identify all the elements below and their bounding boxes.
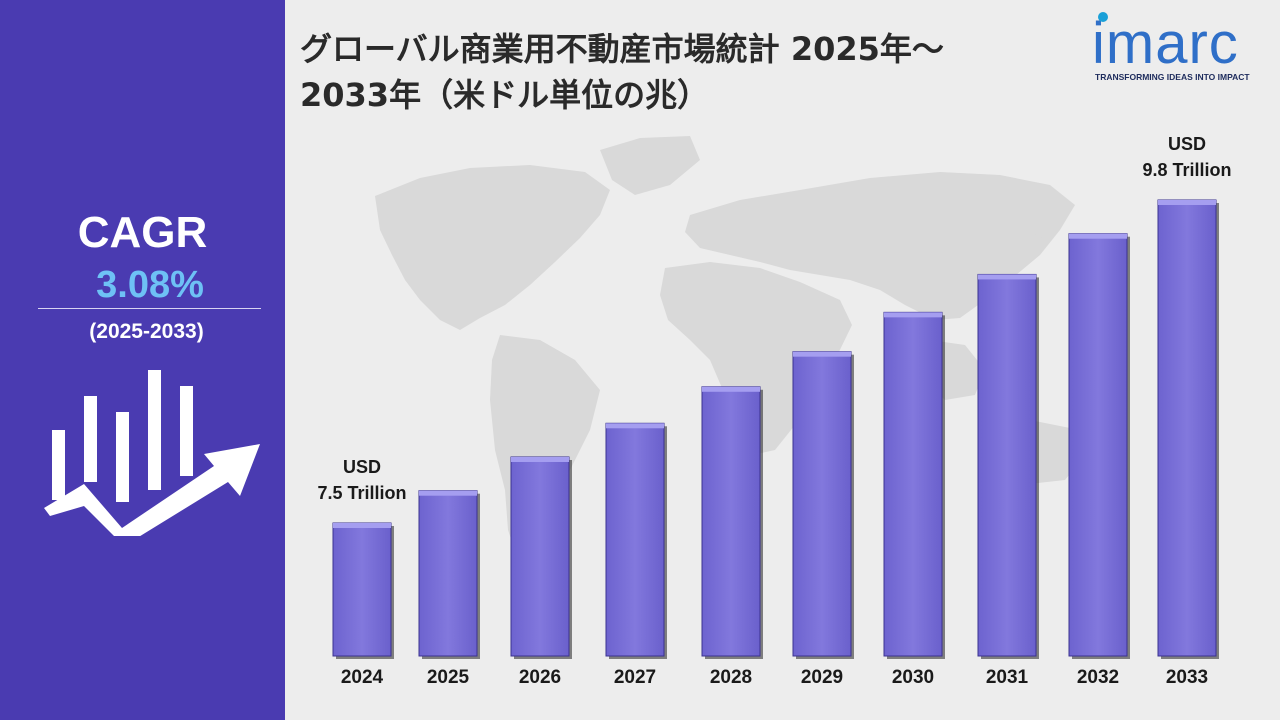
data-label-2024: USD 7.5 Trillion — [317, 457, 406, 503]
bar-2032 — [1068, 233, 1130, 659]
bar-2024 — [332, 522, 394, 659]
bar-2030 — [883, 311, 945, 659]
bar-2033 — [1157, 199, 1219, 659]
logo-tagline: TRANSFORMING IDEAS INTO IMPACT — [1095, 72, 1250, 82]
data-label-2033: USD 9.8 Trillion — [1142, 134, 1231, 180]
chart-title: グローバル商業用不動産市場統計 2025年～ 2033年（米ドル単位の兆） — [300, 26, 1060, 118]
x-tick-label: 2031 — [986, 667, 1029, 688]
cagr-value: 3.08% — [96, 264, 204, 306]
bar-2028 — [701, 386, 763, 659]
x-tick-label: 2024 — [341, 667, 384, 688]
x-tick-label: 2032 — [1077, 667, 1119, 688]
growth-chart-icon — [44, 370, 260, 536]
x-tick-label: 2033 — [1166, 667, 1208, 688]
bar-2031 — [977, 273, 1039, 659]
x-tick-label: 2030 — [892, 667, 934, 688]
bar-2027 — [605, 422, 667, 659]
x-tick-label: 2028 — [710, 667, 752, 688]
bar-2029 — [792, 351, 854, 659]
cagr-divider — [38, 308, 261, 309]
bar-2026 — [510, 456, 572, 659]
title-line-2: 2033年（米ドル単位の兆） — [300, 76, 710, 114]
x-tick-label: 2025 — [427, 667, 470, 688]
cagr-label: CAGR — [77, 208, 208, 257]
logo-dot-icon — [1098, 12, 1108, 22]
x-tick-label: 2029 — [801, 667, 843, 688]
x-tick-label: 2027 — [614, 667, 656, 688]
cagr-period: (2025-2033) — [89, 320, 204, 343]
x-tick-label: 2026 — [519, 667, 561, 688]
cagr-sidebar — [0, 0, 285, 720]
logo-word: imarc — [1092, 11, 1239, 76]
title-line-1: グローバル商業用不動産市場統計 2025年～ — [300, 30, 944, 68]
bar-2025 — [418, 490, 480, 659]
